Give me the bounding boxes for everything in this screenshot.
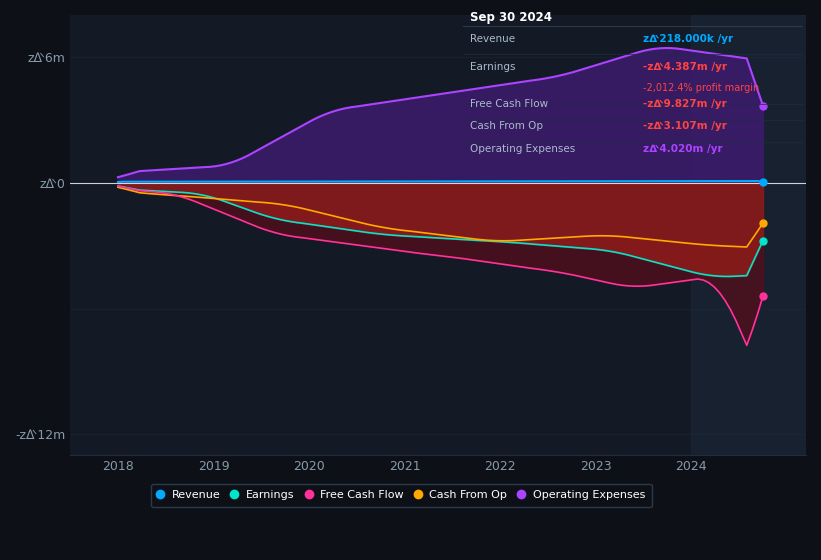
Text: zᐬ218.000k /yr: zᐬ218.000k /yr: [643, 34, 733, 44]
Bar: [691, 15, 806, 455]
Text: zᐬ4.020m /yr: zᐬ4.020m /yr: [643, 144, 722, 153]
Text: Operating Expenses: Operating Expenses: [470, 144, 575, 153]
Text: Free Cash Flow: Free Cash Flow: [470, 99, 548, 109]
Text: Revenue: Revenue: [470, 34, 515, 44]
Text: -2,012.4% profit margin: -2,012.4% profit margin: [643, 83, 759, 93]
Text: Cash From Op: Cash From Op: [470, 122, 543, 131]
Legend: Revenue, Earnings, Free Cash Flow, Cash From Op, Operating Expenses: Revenue, Earnings, Free Cash Flow, Cash …: [151, 484, 652, 507]
Text: -zᐬ9.827m /yr: -zᐬ9.827m /yr: [643, 99, 727, 109]
Text: -zᐬ4.387m /yr: -zᐬ4.387m /yr: [643, 62, 727, 72]
Text: Sep 30 2024: Sep 30 2024: [470, 11, 552, 24]
Text: -zᐬ3.107m /yr: -zᐬ3.107m /yr: [643, 122, 727, 131]
Text: Earnings: Earnings: [470, 62, 516, 72]
